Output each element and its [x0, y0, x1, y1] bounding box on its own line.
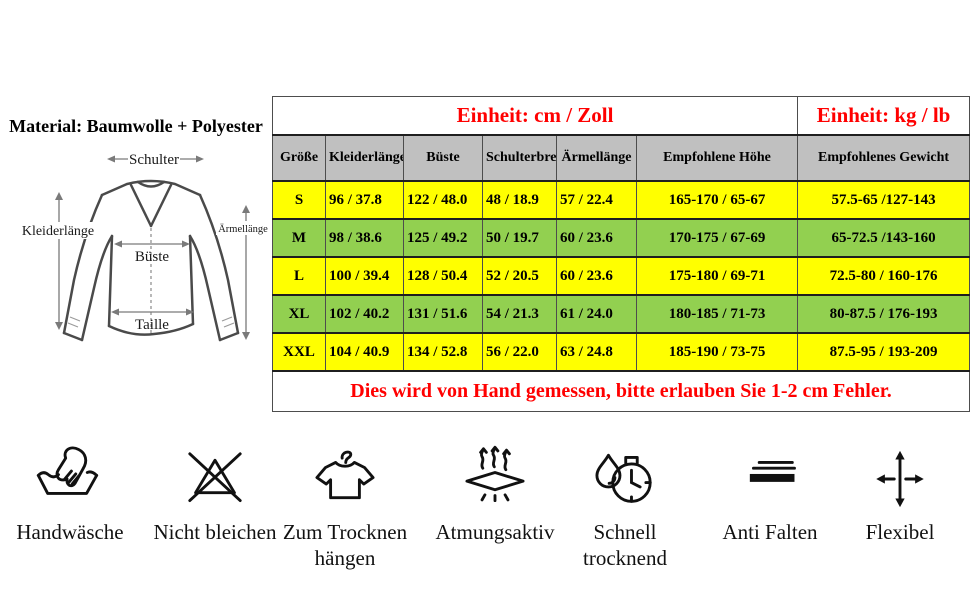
table-row-m: M 98 / 38.6 125 / 49.2 50 / 19.7 60 / 23… [272, 218, 970, 258]
care-label: Nicht bleichen [153, 520, 277, 544]
unit-cm-header: Einheit: cm / Zoll [271, 96, 799, 136]
table-row-xxl: XXL 104 / 40.9 134 / 52.8 56 / 22.0 63 /… [272, 332, 970, 372]
col-hoehe: Empfohlene Höhe [635, 134, 799, 182]
gewicht-cell: 87.5-95 / 193-209 [797, 332, 970, 372]
care-item-flexible: Flexibel [840, 438, 960, 546]
kleiderlaenge-cell: 96 / 37.8 [325, 180, 404, 220]
label-bueste: Büste [135, 249, 170, 265]
col-kleiderlaenge: Kleiderlänge [325, 134, 404, 182]
col-aermellaenge: Ärmellänge [556, 134, 637, 182]
care-label: Handwäsche [16, 520, 124, 544]
gewicht-cell: 57.5-65 /127-143 [797, 180, 970, 220]
kleiderlaenge-cell: 98 / 38.6 [325, 218, 404, 258]
bueste-cell: 128 / 50.4 [403, 256, 483, 296]
care-item-handwash: Handwäsche [0, 438, 140, 546]
shirt-measurement-diagram: Schulter Kleiderlänge Ärmellänge Büste T… [14, 152, 270, 342]
column-header-row: Größe Kleiderlänge Büste Schulterbreite … [272, 134, 970, 182]
care-label: Zum Trocknen hängen [282, 520, 408, 570]
label-aermellaenge: Ärmellänge [218, 223, 268, 235]
shirt-outline [62, 179, 240, 342]
gewicht-cell: 65-72.5 /143-160 [797, 218, 970, 258]
hoehe-cell: 185-190 / 73-75 [635, 332, 799, 372]
bueste-cell: 134 / 52.8 [403, 332, 483, 372]
label-bg [14, 222, 104, 239]
care-item-breathable: Atmungsaktiv [420, 438, 570, 546]
unit-kg-header: Einheit: kg / lb [797, 96, 970, 136]
unit-header-row: Einheit: cm / Zoll Einheit: kg / lb [271, 96, 970, 136]
breathable-icon [420, 438, 570, 520]
label-kleiderlaenge: Kleiderlänge [22, 224, 94, 239]
handwash-icon [0, 438, 140, 520]
no-bleach-icon [135, 438, 295, 520]
size-table: Einheit: cm / Zoll Einheit: kg / lb Größ… [271, 96, 970, 412]
bueste-cell: 122 / 48.0 [403, 180, 483, 220]
care-item-hang-dry: Zum Trocknen hängen [265, 438, 425, 571]
care-item-anti-wrinkle: Anti Falten [695, 438, 845, 546]
aermellaenge-cell: 60 / 23.6 [556, 256, 637, 296]
table-row-s: S 96 / 37.8 122 / 48.0 48 / 18.9 57 / 22… [272, 180, 970, 220]
aermellaenge-cell: 61 / 24.0 [556, 294, 637, 334]
col-bueste: Büste [403, 134, 483, 182]
hoehe-cell: 170-175 / 67-69 [635, 218, 799, 258]
table-row-xl: XL 102 / 40.2 131 / 51.6 54 / 21.3 61 / … [272, 294, 970, 334]
care-instructions: Handwäsche Nicht bleichen Zum Trocknen h… [0, 438, 970, 588]
schulterbreite-cell: 56 / 22.0 [482, 332, 557, 372]
hoehe-cell: 175-180 / 69-71 [635, 256, 799, 296]
col-groesse: Größe [272, 134, 326, 182]
anti-wrinkle-icon [695, 438, 845, 520]
col-schulterbreite: Schulterbreite [482, 134, 557, 182]
care-label: Schnell trocknend [583, 520, 667, 570]
care-item-no-bleach: Nicht bleichen [135, 438, 295, 546]
measure-arrowheads [55, 155, 250, 340]
gewicht-cell: 72.5-80 / 160-176 [797, 256, 970, 296]
measurement-note: Dies wird von Hand gemessen, bitte erlau… [271, 370, 970, 412]
size-cell: XXL [272, 332, 326, 372]
label-schulter: Schulter [129, 152, 179, 168]
col-gewicht: Empfohlenes Gewicht [797, 134, 970, 182]
bueste-cell: 125 / 49.2 [403, 218, 483, 258]
label-taille: Taille [135, 317, 169, 333]
aermellaenge-cell: 57 / 22.4 [556, 180, 637, 220]
size-cell: S [272, 180, 326, 220]
material-title: Material: Baumwolle + Polyester [9, 116, 263, 136]
schulterbreite-cell: 54 / 21.3 [482, 294, 557, 334]
bueste-cell: 131 / 51.6 [403, 294, 483, 334]
hang-dry-icon [265, 438, 425, 520]
label-bg [216, 221, 270, 235]
kleiderlaenge-cell: 102 / 40.2 [325, 294, 404, 334]
care-label: Flexibel [865, 520, 935, 544]
size-cell: XL [272, 294, 326, 334]
size-cell: M [272, 218, 326, 258]
aermellaenge-cell: 60 / 23.6 [556, 218, 637, 258]
measurement-note-row: Dies wird von Hand gemessen, bitte erlau… [271, 370, 970, 412]
aermellaenge-cell: 63 / 24.8 [556, 332, 637, 372]
schulterbreite-cell: 52 / 20.5 [482, 256, 557, 296]
size-cell: L [272, 256, 326, 296]
schulterbreite-cell: 50 / 19.7 [482, 218, 557, 258]
kleiderlaenge-cell: 100 / 39.4 [325, 256, 404, 296]
hoehe-cell: 165-170 / 65-67 [635, 180, 799, 220]
schulterbreite-cell: 48 / 18.9 [482, 180, 557, 220]
care-item-quick-dry: Schnell trocknend [560, 438, 690, 571]
gewicht-cell: 80-87.5 / 176-193 [797, 294, 970, 334]
flexible-icon [840, 438, 960, 520]
cuff-hatch [67, 316, 235, 328]
hoehe-cell: 180-185 / 71-73 [635, 294, 799, 334]
care-label: Atmungsaktiv [435, 520, 555, 544]
quick-dry-icon [560, 438, 690, 520]
care-label: Anti Falten [722, 520, 818, 544]
kleiderlaenge-cell: 104 / 40.9 [325, 332, 404, 372]
table-row-l: L 100 / 39.4 128 / 50.4 52 / 20.5 60 / 2… [272, 256, 970, 296]
